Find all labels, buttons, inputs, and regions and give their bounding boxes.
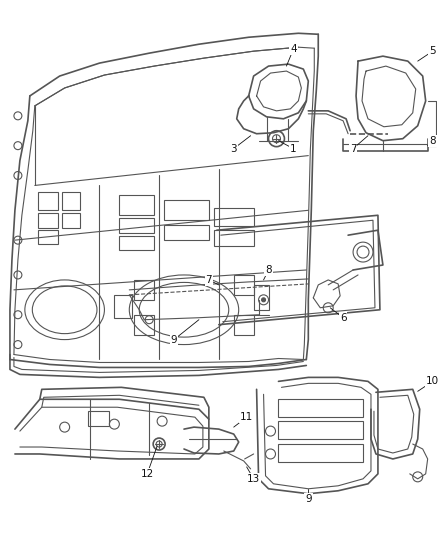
Text: 7: 7 <box>349 144 356 154</box>
Bar <box>61 213 79 228</box>
Text: 11: 11 <box>240 412 253 422</box>
Text: 5: 5 <box>428 46 435 56</box>
Bar <box>119 218 154 233</box>
Text: 6: 6 <box>339 313 346 322</box>
Bar <box>87 411 109 426</box>
Circle shape <box>261 298 265 302</box>
Text: 10: 10 <box>425 376 438 386</box>
Bar <box>119 236 154 250</box>
Text: 9: 9 <box>304 494 311 504</box>
Text: 8: 8 <box>428 136 435 146</box>
Text: 1: 1 <box>290 144 296 154</box>
Text: 3: 3 <box>230 144 237 154</box>
Bar <box>134 280 154 300</box>
Bar <box>38 230 57 244</box>
Text: 12: 12 <box>140 469 153 479</box>
Bar <box>61 192 79 211</box>
Text: 4: 4 <box>290 44 296 54</box>
Bar <box>213 208 253 226</box>
Text: 13: 13 <box>247 474 260 484</box>
Bar <box>114 295 132 318</box>
Bar <box>38 192 57 211</box>
Text: 8: 8 <box>265 265 271 275</box>
Text: 7: 7 <box>205 275 212 285</box>
Bar <box>278 399 362 417</box>
Bar <box>253 285 268 310</box>
Bar <box>278 444 362 462</box>
Bar <box>164 200 208 220</box>
Bar <box>278 421 362 439</box>
Bar <box>38 213 57 228</box>
Bar <box>213 230 253 246</box>
Bar <box>134 315 154 335</box>
Bar <box>119 196 154 215</box>
Bar <box>233 275 253 295</box>
Text: 9: 9 <box>170 335 177 345</box>
Bar <box>233 315 253 335</box>
Bar <box>164 225 208 240</box>
